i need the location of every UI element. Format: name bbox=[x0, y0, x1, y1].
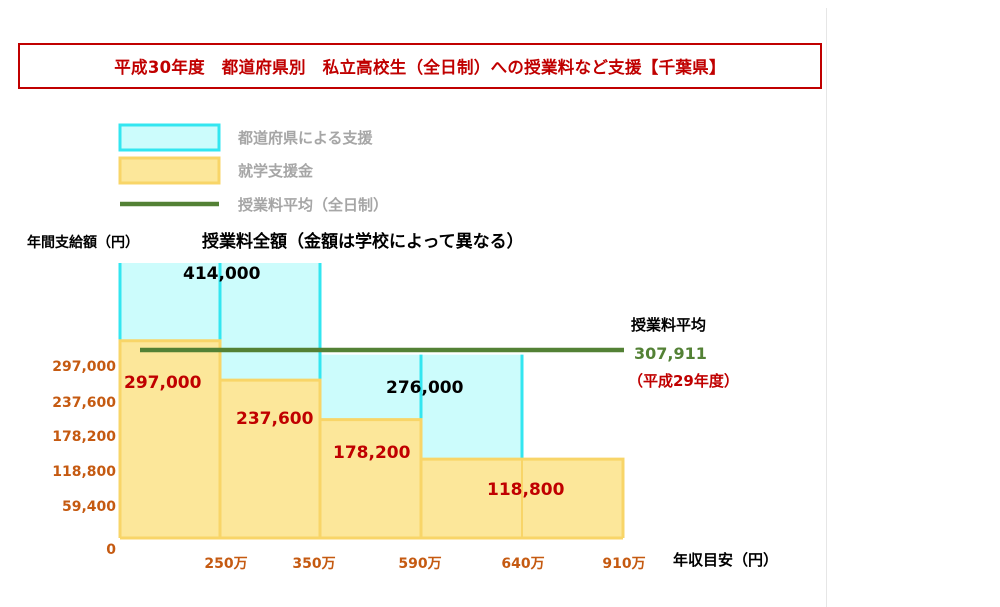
average-year: （平成29年度） bbox=[628, 372, 739, 390]
y-tick-label-2: 178,200 bbox=[52, 429, 116, 445]
value-label-3: 118,800 bbox=[487, 480, 565, 500]
y-tick-label-4: 59,400 bbox=[62, 499, 116, 515]
chart-title: 平成30年度 都道府県別 私立高校生（全日制）への授業料など支援【千葉県】 bbox=[114, 58, 726, 77]
x-tick-label-0: 250万 bbox=[204, 556, 247, 572]
x-tick-label-1: 350万 bbox=[292, 556, 335, 572]
national-support-bar-0 bbox=[120, 340, 220, 538]
top-label-1: 276,000 bbox=[386, 378, 464, 398]
y-tick-label-3: 118,800 bbox=[52, 464, 116, 480]
y-tick-label-0: 297,000 bbox=[52, 359, 116, 375]
average-title: 授業料平均 bbox=[631, 316, 706, 334]
x-tick-label-4: 910万 bbox=[602, 556, 645, 572]
y-axis-label: 年間支給額（円） bbox=[27, 234, 139, 251]
legend-label-national: 就学支援金 bbox=[238, 162, 314, 180]
national-support-bar-1 bbox=[220, 380, 320, 538]
value-label-2: 178,200 bbox=[333, 443, 411, 463]
legend-swatch-national bbox=[118, 156, 221, 185]
value-label-1: 237,600 bbox=[236, 409, 314, 429]
national-support-bar-2 bbox=[320, 419, 421, 538]
x-tick-label-2: 590万 bbox=[398, 556, 441, 572]
labels-layer: 297,000 237,600 178,200 118,800 414,000 276,0… bbox=[52, 264, 645, 572]
x-axis-label: 年収目安（円） bbox=[673, 551, 778, 569]
total-tuition-note: 授業料全額（金額は学校によって異なる） bbox=[202, 231, 524, 252]
y-tick-label-1: 237,600 bbox=[52, 395, 116, 411]
panel-divider bbox=[826, 8, 827, 607]
value-label-0: 297,000 bbox=[124, 373, 202, 393]
legend-label-prefecture: 都道府県による支援 bbox=[237, 129, 374, 147]
legend-label-average: 授業料平均（全日制） bbox=[238, 196, 388, 214]
bars-layer bbox=[118, 263, 625, 540]
title-box: 平成30年度 都道府県別 私立高校生（全日制）への授業料など支援【千葉県】 bbox=[18, 43, 822, 89]
x-tick-label-3: 640万 bbox=[501, 556, 544, 572]
y-tick-label-5: 0 bbox=[106, 542, 116, 558]
top-label-0: 414,000 bbox=[183, 264, 261, 284]
legend-swatch-prefecture bbox=[118, 123, 221, 152]
average-value: 307,911 bbox=[634, 344, 707, 363]
